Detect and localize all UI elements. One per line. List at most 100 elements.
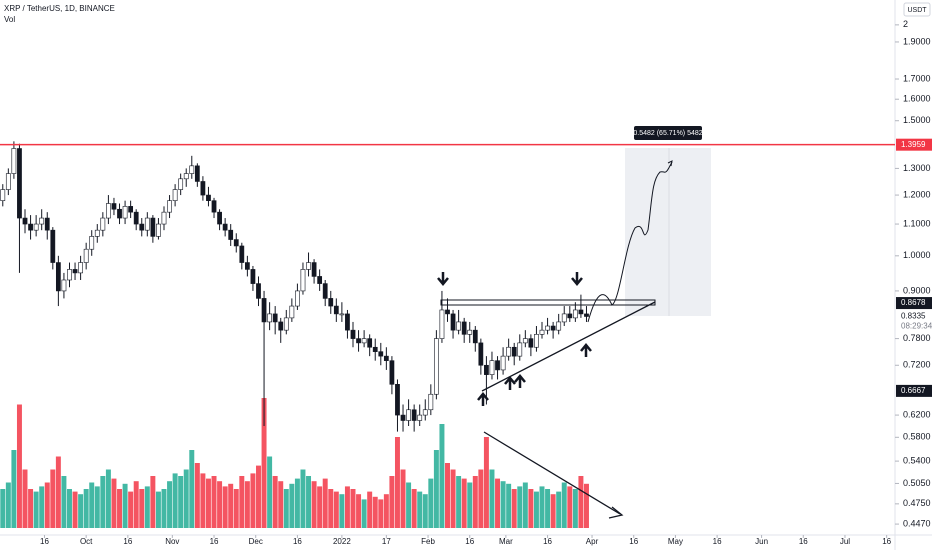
volume-bar [550, 494, 556, 528]
y-tick-label: 0.4750 [903, 498, 931, 508]
volume-bar [139, 489, 145, 528]
candle-body [144, 217, 150, 231]
candle-body [400, 414, 406, 421]
candle-body [489, 360, 495, 375]
candle-body [433, 338, 439, 395]
volume-bar [211, 476, 217, 528]
candle-body [467, 329, 473, 335]
volume-bar [411, 489, 417, 528]
candle-body [500, 355, 506, 371]
volume-bar [44, 482, 50, 528]
candle-body [0, 189, 6, 201]
currency-badge[interactable] [903, 2, 931, 17]
candle-body [22, 217, 28, 225]
candle-body [239, 245, 245, 263]
candle-body [506, 346, 512, 357]
volume-bar [306, 476, 312, 528]
y-tick-label: 2 [903, 19, 908, 29]
candle-body [333, 305, 339, 315]
candle-body [72, 269, 78, 274]
y-tick-label: 1.5000 [903, 115, 931, 125]
volume-bar [67, 489, 72, 528]
volume-bar [239, 476, 245, 528]
y-tick-label: 0.7800 [903, 333, 931, 343]
target-box [625, 148, 711, 316]
volume-bar [33, 491, 39, 528]
candle-body [44, 217, 50, 231]
down-arrow [437, 272, 449, 286]
candle-body [367, 338, 373, 348]
volume-bar [389, 476, 395, 528]
candle-body [528, 338, 534, 348]
volume-bar [128, 491, 134, 528]
candle-body [578, 309, 584, 315]
arrows [437, 272, 592, 406]
volume-bar [556, 491, 562, 528]
candle-body [178, 178, 184, 190]
volume-bar [500, 481, 506, 528]
candle-body [128, 206, 134, 213]
volume-bar [278, 481, 284, 528]
candle-body [11, 148, 17, 174]
price-label-box [896, 138, 932, 151]
candle-body [456, 321, 462, 331]
volume-title: Vol [4, 15, 15, 24]
candle-body [300, 269, 306, 292]
volume-bar [461, 478, 467, 528]
projection-path [587, 161, 673, 323]
volume-bar [561, 482, 567, 528]
x-tick-label: 16 [543, 537, 552, 546]
x-tick-label: 16 [629, 537, 638, 546]
candle-body [156, 223, 161, 237]
candle-body [322, 283, 328, 299]
candle-body [372, 346, 378, 352]
volume-bar [328, 489, 334, 528]
candle-body [567, 313, 573, 319]
price-label-box [896, 384, 932, 397]
volume-bar [144, 486, 150, 528]
currency[interactable]: USDT [907, 7, 927, 14]
candle-body [183, 173, 189, 180]
price-label: 0.6667 [901, 386, 926, 395]
volume-bar [205, 478, 211, 528]
candle-body [267, 313, 272, 323]
volume-bar [506, 483, 512, 528]
volume-bar [289, 483, 295, 528]
volume-bar [517, 486, 523, 528]
candle-body [417, 414, 423, 421]
volume-bar [478, 469, 484, 528]
candle-body [272, 313, 278, 323]
y-tick-label: 0.5050 [903, 478, 931, 488]
y-tick-label: 0.4470 [903, 518, 931, 528]
y-tick-label: 0.7200 [903, 360, 931, 370]
volume-bar [172, 473, 178, 528]
candle-body [361, 338, 367, 344]
price-label: 0.8678 [901, 298, 926, 307]
candle-body [345, 313, 350, 331]
volume-bar [367, 491, 373, 528]
resistance-zone [440, 299, 656, 306]
candle-body [228, 229, 234, 240]
volume-bar [394, 437, 400, 528]
volume-bar [400, 469, 406, 528]
volume-bar [105, 469, 111, 528]
volume-bar [567, 486, 573, 528]
volume-bar [361, 499, 367, 528]
projection-arrow [667, 160, 673, 167]
candle-body [545, 325, 550, 331]
volume-bar [261, 398, 267, 528]
volume-bar [133, 481, 139, 528]
volume-bar [222, 486, 228, 528]
volume-bar [117, 489, 123, 528]
candle-body [161, 211, 167, 225]
x-tick-label: Mar [499, 537, 513, 546]
volume-bar [78, 494, 84, 528]
candle-body [200, 181, 206, 196]
candle-body [561, 313, 567, 323]
candle-body [133, 211, 139, 225]
candle-body [584, 313, 589, 317]
candle-body [261, 298, 267, 323]
candle-body [106, 203, 111, 219]
y-tick-label: 0.5800 [903, 432, 931, 442]
